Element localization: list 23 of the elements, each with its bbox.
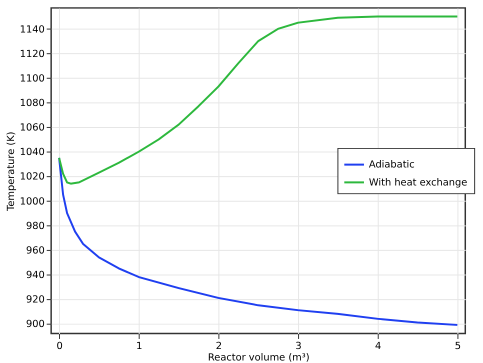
x-tick-label: 0 bbox=[56, 340, 63, 352]
y-tick-label: 900 bbox=[26, 319, 45, 330]
y-tick-label: 1140 bbox=[20, 24, 45, 36]
y-tick-label: 1000 bbox=[20, 196, 45, 208]
legend-label: Adiabatic bbox=[368, 160, 415, 171]
y-tick-label: 940 bbox=[26, 270, 45, 282]
x-tick-label: 2 bbox=[216, 340, 222, 352]
y-tick-label: 920 bbox=[26, 294, 45, 306]
x-tick-label: 1 bbox=[136, 340, 142, 352]
y-tick-label: 1040 bbox=[20, 147, 45, 158]
y-tick-label: 1080 bbox=[20, 98, 45, 109]
y-tick-label: 960 bbox=[26, 245, 45, 256]
y-axis-title: Temperature (K) bbox=[6, 131, 17, 212]
legend-label: With heat exchange bbox=[368, 177, 468, 188]
y-tick-label: 1020 bbox=[20, 172, 45, 183]
y-tick-label: 1120 bbox=[20, 48, 45, 60]
y-tick-label: 1100 bbox=[20, 73, 45, 84]
x-tick-label: 5 bbox=[454, 340, 461, 352]
x-axis-title: Reactor volume (m³) bbox=[208, 352, 310, 363]
y-tick-label: 980 bbox=[26, 220, 45, 232]
y-tick-label: 1060 bbox=[20, 122, 45, 134]
x-tick-label: 3 bbox=[295, 340, 302, 352]
x-tick-label: 4 bbox=[375, 340, 382, 352]
